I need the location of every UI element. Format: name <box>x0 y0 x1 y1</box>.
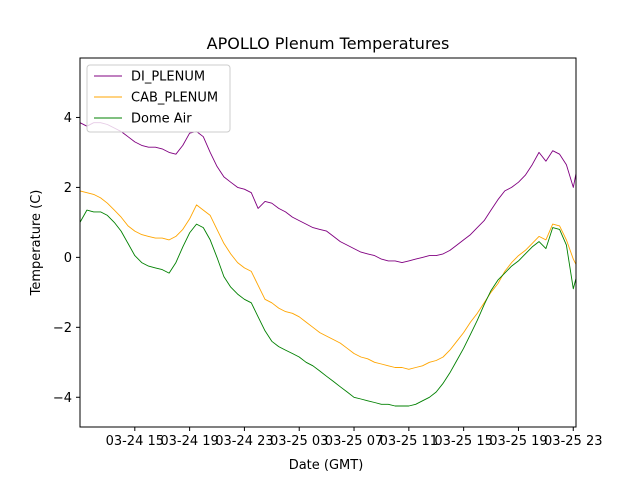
x-tick-label: 03-25 03 <box>270 434 328 449</box>
y-axis: 4 2 0 −2 −4 <box>53 111 80 406</box>
chart-title: APOLLO Plenum Temperatures <box>207 34 450 53</box>
x-tick-label: 03-25 23 <box>544 434 602 449</box>
y-tick-label: −4 <box>53 391 72 406</box>
series-line-cab-plenum <box>79 190 577 370</box>
x-tick-label: 03-25 19 <box>489 434 547 449</box>
y-tick-label: −2 <box>53 321 72 336</box>
x-tick-label: 03-25 07 <box>325 434 383 449</box>
legend-label: Dome Air <box>131 112 192 127</box>
series-line-dome-air <box>79 209 577 407</box>
plot-area <box>79 122 577 407</box>
x-tick-label: 03-25 15 <box>434 434 492 449</box>
x-axis-label: Date (GMT) <box>289 458 364 473</box>
legend-label: CAB_PLENUM <box>131 91 218 106</box>
y-tick-label: 0 <box>64 251 72 266</box>
legend-box <box>86 64 231 133</box>
x-tick-label: 03-24 23 <box>215 434 273 449</box>
y-tick-label: 2 <box>64 181 72 196</box>
y-tick-label: 4 <box>64 111 72 126</box>
plot-frame <box>79 57 577 428</box>
series-line-di-plenum <box>79 122 577 264</box>
y-axis-label: Temperature (C) <box>29 190 44 297</box>
x-tick-label: 03-25 11 <box>380 434 438 449</box>
legend-label: DI_PLENUM <box>131 70 205 85</box>
legend: DI_PLENUM CAB_PLENUM Dome Air <box>86 64 231 133</box>
x-tick-label: 03-24 19 <box>160 434 218 449</box>
x-tick-label: 03-24 15 <box>106 434 164 449</box>
